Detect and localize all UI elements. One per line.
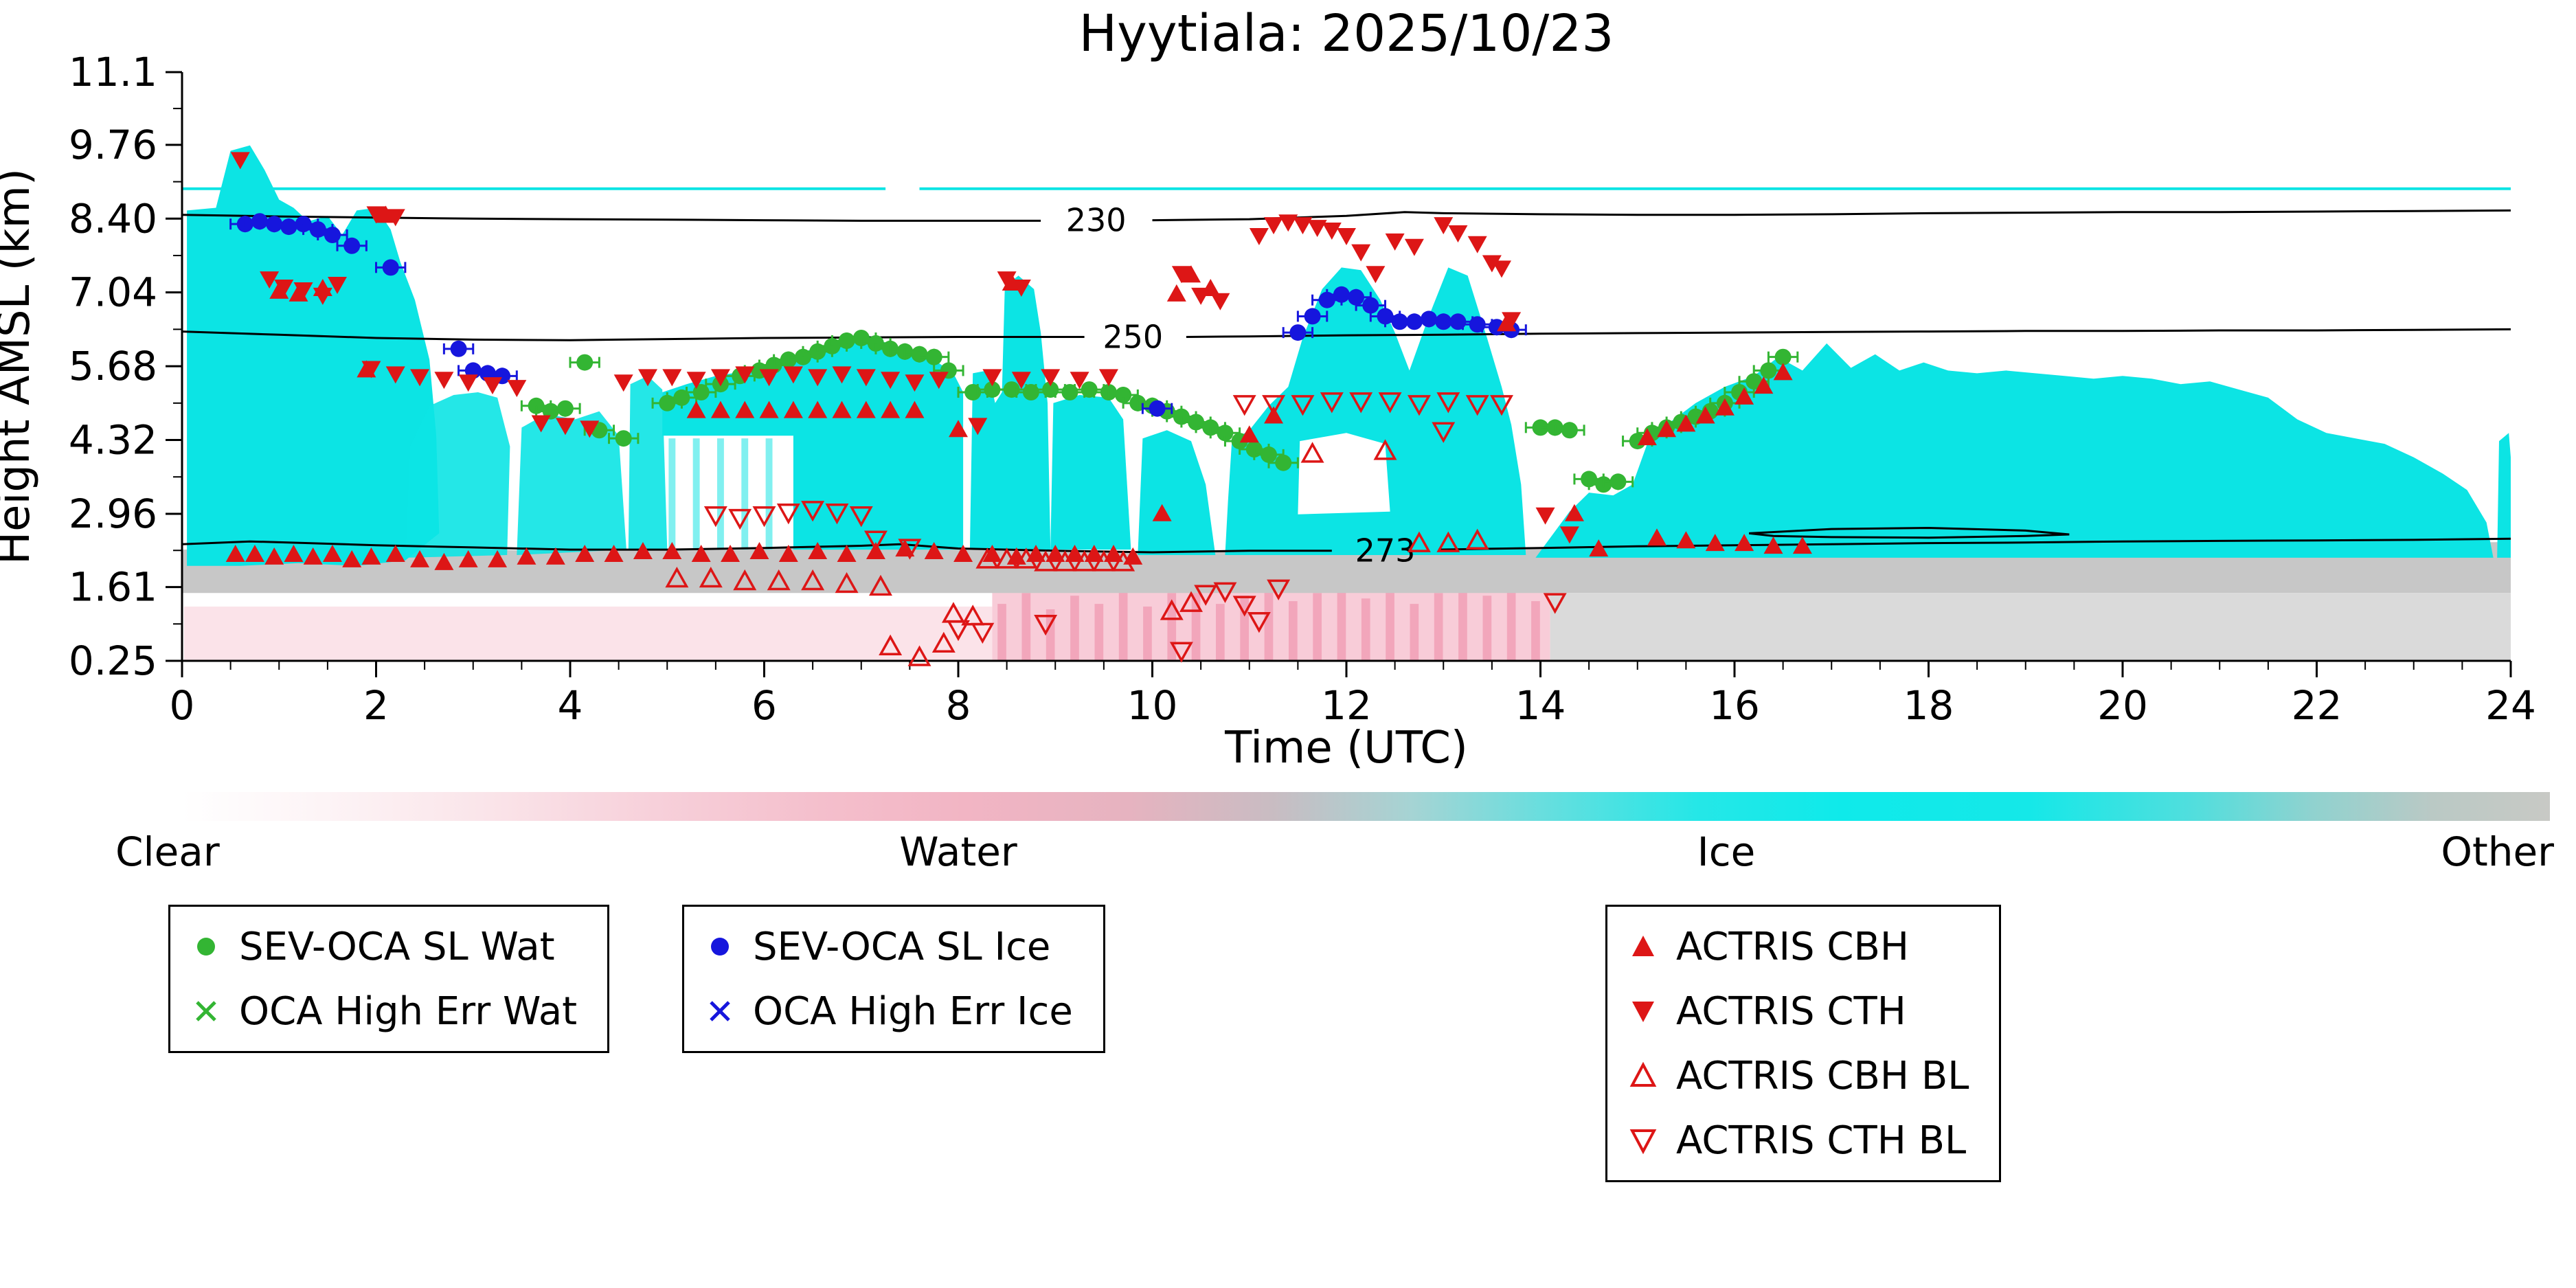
legend-item-label: ACTRIS CBH: [1676, 924, 1910, 969]
y-tick-label: 11.1: [69, 49, 157, 95]
legend-item-label: ACTRIS CTH BL: [1676, 1118, 1967, 1163]
legend-item-actris-cbh-bl: ACTRIS CBH BL: [1624, 1046, 1969, 1106]
y-tick-label: 0.25: [69, 637, 157, 684]
red-triangle-down-icon: [1632, 1002, 1654, 1022]
y-tick-label: 7.04: [69, 269, 157, 316]
x-tick-label: 0: [170, 682, 195, 729]
red-triangle-up-icon: [1632, 936, 1654, 956]
x-axis-label: Time (UTC): [1224, 723, 1468, 773]
x-tick-label: 20: [2097, 682, 2148, 729]
x-tick-label: 16: [1709, 682, 1760, 729]
contour-label: 230: [1066, 202, 1127, 239]
blue-circle-icon: [711, 938, 729, 956]
legend-box-actris: ACTRIS CBH ACTRIS CTH ACTRIS CBH BL ACTR…: [1605, 905, 2002, 1182]
series-actris-cth-bl: [703, 392, 1567, 663]
x-tick-label: 8: [946, 682, 971, 729]
chart-title: Hyytiala: 2025/10/23: [1078, 4, 1614, 63]
x-tick-label: 10: [1127, 682, 1178, 729]
series-sev-oca-sl-ice: [229, 213, 1527, 417]
legend-item-actris-cth-bl: ACTRIS CTH BL: [1624, 1110, 1969, 1171]
y-tick-label: 8.40: [69, 195, 157, 242]
legend-item-sev-oca-sl-ice: SEV-OCA SL Ice: [701, 916, 1073, 977]
legend-item-oca-high-err-ice: OCA High Err Ice: [701, 981, 1073, 1041]
colorbar-gradient: [182, 792, 2550, 821]
legend-item-oca-high-err-wat: OCA High Err Wat: [187, 981, 577, 1041]
cloud-mask-regions: [182, 145, 2511, 661]
y-tick-label: 9.76: [69, 122, 157, 168]
legend-box-sev-wat: SEV-OCA SL Wat OCA High Err Wat: [168, 905, 610, 1053]
scatter-series: [225, 152, 1812, 666]
y-tick-label: 1.61: [69, 564, 157, 611]
series-actris-cbh: [225, 205, 1812, 570]
colorbar-label-clear: Clear: [115, 828, 220, 875]
x-tick-label: 6: [752, 682, 777, 729]
x-tick-label: 24: [2485, 682, 2536, 729]
y-tick-label: 5.68: [69, 343, 157, 389]
red-open-triangle-up-icon: [1629, 1061, 1657, 1087]
red-open-triangle-down-icon: [1629, 1129, 1657, 1155]
green-circle-icon: [197, 938, 215, 956]
contour-label: 250: [1103, 319, 1163, 356]
legend-item-sev-oca-sl-wat: SEV-OCA SL Wat: [187, 916, 577, 977]
legend-item-actris-cth: ACTRIS CTH: [1624, 981, 1969, 1041]
legend-box-sev-ice: SEV-OCA SL Ice OCA High Err Ice: [682, 905, 1105, 1053]
legend-item-label: SEV-OCA SL Wat: [239, 924, 555, 969]
green-x-icon: [196, 1001, 216, 1021]
colorbar-label-ice: Ice: [1697, 828, 1756, 875]
x-tick-label: 4: [558, 682, 583, 729]
legend-item-label: OCA High Err Wat: [239, 988, 578, 1034]
y-axis-label: Height AMSL (km): [0, 168, 40, 565]
series-actris-cbh-bl: [665, 439, 1489, 666]
x-tick-label: 22: [2292, 682, 2342, 729]
contour-label: 273: [1355, 532, 1416, 569]
legend-item-label: SEV-OCA SL Ice: [753, 924, 1051, 969]
blue-x-icon: [710, 1001, 730, 1021]
temperature-contours: 230 250 273: [181, 202, 2511, 569]
x-tick-label: 14: [1515, 682, 1566, 729]
series-actris-cth: [230, 152, 1579, 544]
y-tick-label: 2.96: [69, 490, 157, 537]
y-tick-label: 4.32: [69, 417, 157, 464]
legend-item-label: ACTRIS CTH: [1676, 988, 1906, 1034]
x-tick-label: 18: [1903, 682, 1954, 729]
x-tick-label: 2: [363, 682, 389, 729]
legend-item-actris-cbh: ACTRIS CBH: [1624, 916, 1969, 977]
colorbar-label-water: Water: [899, 828, 1017, 875]
colorbar-label-other: Other: [2441, 828, 2554, 875]
axes: 0 2 4 6 8 10 12 14 16 18 20 22 240.251.612.964.325.6…: [0, 49, 2536, 773]
x-tick-label: 12: [1321, 682, 1372, 729]
legend-item-label: OCA High Err Ice: [753, 988, 1073, 1034]
legend-item-label: ACTRIS CBH BL: [1676, 1053, 1969, 1098]
